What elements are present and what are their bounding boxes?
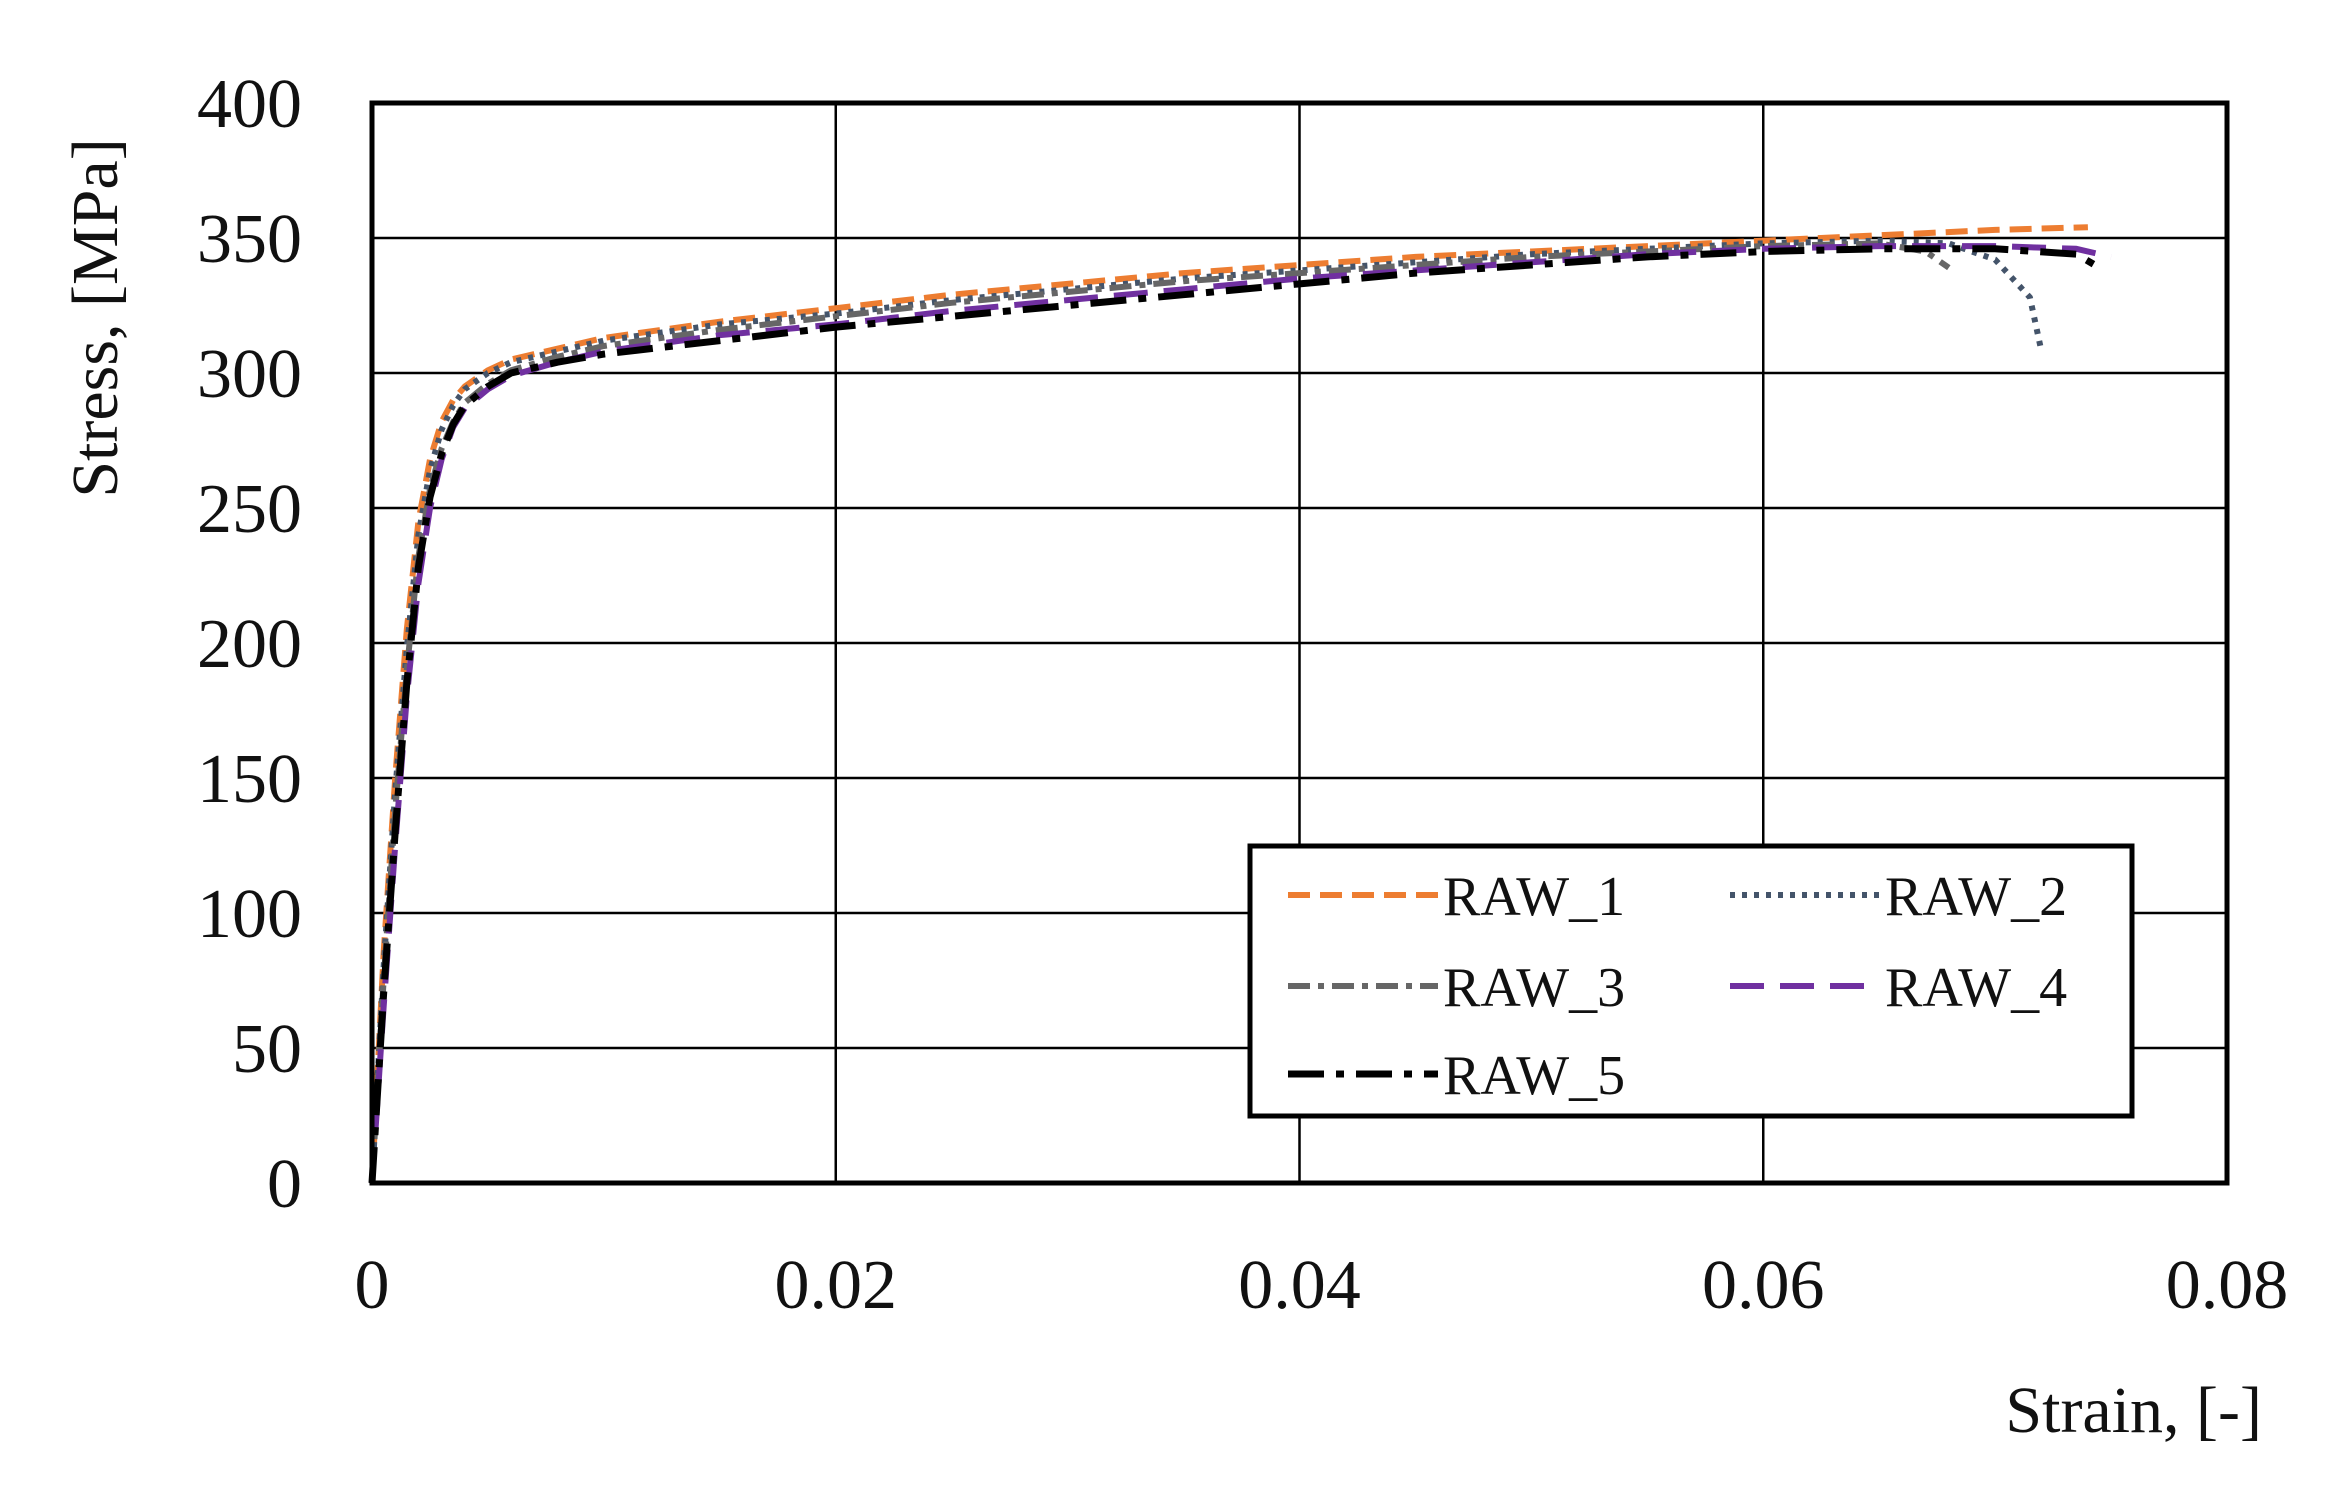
y-tick-label: 200 [197,606,302,683]
x-tick-labels: 0 0.02 0.04 0.06 0.08 [355,1247,2289,1324]
y-tick-label: 350 [197,201,302,278]
y-tick-label: 150 [197,741,302,818]
x-tick-label: 0.02 [775,1247,898,1324]
x-tick-label: 0.06 [1702,1247,1825,1324]
y-tick-label: 50 [232,1011,302,1088]
legend-label-raw_5: RAW_5 [1443,1045,1625,1107]
legend-label-raw_2: RAW_2 [1885,866,2067,928]
legend-box [1247,843,2135,1119]
series-layer [368,224,2112,1184]
plot-frame [369,100,2230,1186]
legend-label-raw_1: RAW_1 [1443,866,1625,928]
series-line-raw_3 [369,240,1951,1184]
legend-label-raw_4: RAW_4 [1885,957,2067,1019]
y-tick-labels: 0 50 100 150 200 250 300 350 400 [197,66,302,1223]
legend-label-raw_3: RAW_3 [1443,957,1625,1019]
y-tick-label: 250 [197,471,302,548]
series-line-raw_5 [368,245,2102,1184]
y-tick-label: 300 [197,336,302,413]
y-tick-label: 400 [197,66,302,143]
x-axis-title: Strain, [-] [2005,1374,2262,1447]
x-tick-label: 0.08 [2166,1247,2289,1324]
y-tick-label: 100 [197,876,302,953]
y-axis-title: Stress, [MPa] [59,138,132,497]
y-tick-label: 0 [267,1146,302,1223]
legend: RAW_1 RAW_2 RAW_3 RAW_4 RAW_5 [1247,843,2135,1119]
x-tick-label: 0 [355,1247,390,1324]
x-tick-label: 0.04 [1238,1247,1361,1324]
